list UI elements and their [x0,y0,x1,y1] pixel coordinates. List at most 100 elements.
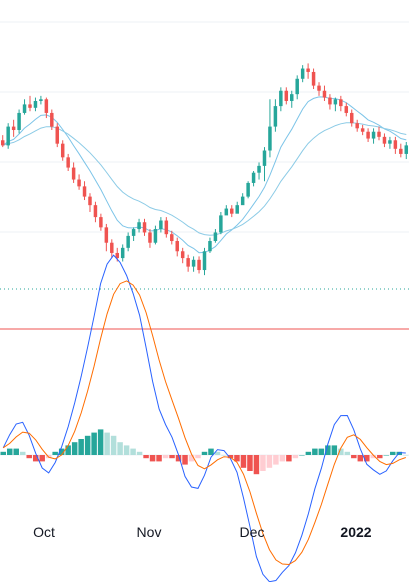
candle-body [246,182,250,197]
candle-body [131,229,136,236]
macd-histogram-bar [325,445,331,455]
macd-histogram-bar [377,455,383,459]
candle-body [202,251,207,271]
macd-histogram-bar [364,455,370,462]
macd-histogram-bar [253,455,260,475]
candle-body [164,220,169,235]
candle-body [11,126,16,131]
candle-body [328,97,332,105]
macd-histogram-bar [13,448,19,455]
moving-average-line [2,122,407,236]
macd-histogram-bar [156,455,162,462]
candle-body [180,251,185,259]
macd-histogram-bar [136,451,143,455]
macd-histogram-bar [208,448,214,455]
macd-histogram-bar [97,429,104,455]
month-label-nov: Nov [137,524,162,540]
candle-body [235,205,239,214]
candle-body [377,131,381,137]
candle-body [88,196,92,206]
candle-body [339,99,343,107]
moving-averages [2,96,407,254]
macd-pane [0,254,409,582]
macd-histogram-bar [0,451,6,455]
candle-body [110,242,114,253]
macd-histogram-bar [331,445,338,455]
month-label-oct: Oct [33,524,55,540]
candle-body [322,90,327,98]
macd-histogram-bar [117,442,123,455]
candle-body [0,140,5,146]
macd-histogram-bar [318,448,325,455]
candle-body [262,150,267,166]
candle-body [273,106,278,127]
macd-histogram [0,429,409,475]
macd-histogram-bar [266,455,273,468]
candle-body [159,220,163,230]
time-axis: Oct Nov Dec 2022 [33,524,372,540]
macd-histogram-bar [182,455,188,465]
macd-histogram-bar [26,455,32,459]
macd-histogram-bar [273,455,279,465]
macd-histogram-bar [6,448,13,455]
candle-body [404,145,409,154]
candle-body [6,126,10,146]
candle-body [191,259,196,267]
candle-body [66,157,70,168]
macd-histogram-bar [71,442,78,455]
macd-histogram-bar [221,455,227,456]
candle-body [28,104,32,108]
macd-histogram-bar [260,455,266,471]
macd-histogram-bar [383,455,390,456]
macd-histogram-bar [91,432,97,455]
macd-histogram-bar [188,455,195,462]
candle-body [284,90,289,101]
candle-body [251,172,256,183]
macd-histogram-bar [201,451,208,455]
candle-body [360,128,365,132]
candle-body [349,112,354,124]
macd-histogram-bar [247,455,253,471]
price-pane [0,21,409,330]
candle-body [60,143,65,158]
macd-histogram-bar [39,455,45,462]
candle-body [39,99,43,101]
candle-body [197,259,201,271]
candle-body [366,131,370,139]
candle-body [208,241,212,252]
candle-body [279,90,283,107]
macd-histogram-bar [110,435,117,455]
month-label-dec: Dec [240,524,265,540]
macd-histogram-bar [279,455,286,462]
candle-body [240,196,245,206]
macd-histogram-bar [58,448,65,455]
candle-body [300,68,305,79]
macd-histogram-bar [78,439,84,455]
candle-body [399,148,403,154]
candle-body [137,222,141,230]
macd-histogram-bar [299,455,305,456]
candle-body [55,126,60,144]
month-label-2022: 2022 [340,524,371,540]
candle-body [170,234,174,242]
candle-body [115,252,119,259]
candle-body [213,232,218,242]
candle-body [126,235,130,248]
macd-histogram-bar [149,455,156,462]
candle-body [388,140,392,144]
candle-body [333,99,338,105]
candle-body [82,186,87,197]
macd-histogram-bar [240,455,247,468]
macd-histogram-bar [344,451,351,455]
candle-body [311,71,316,86]
macd-histogram-bar [175,455,182,462]
macd-histogram-bar [370,455,377,459]
candle-body [50,112,54,127]
candle-body [355,123,359,129]
macd-histogram-bar [143,455,149,459]
macd-line [2,254,406,582]
candle-body [153,229,158,243]
macd-histogram-bar [104,432,110,455]
candle-body [295,78,299,95]
macd-histogram-bar [52,451,58,455]
